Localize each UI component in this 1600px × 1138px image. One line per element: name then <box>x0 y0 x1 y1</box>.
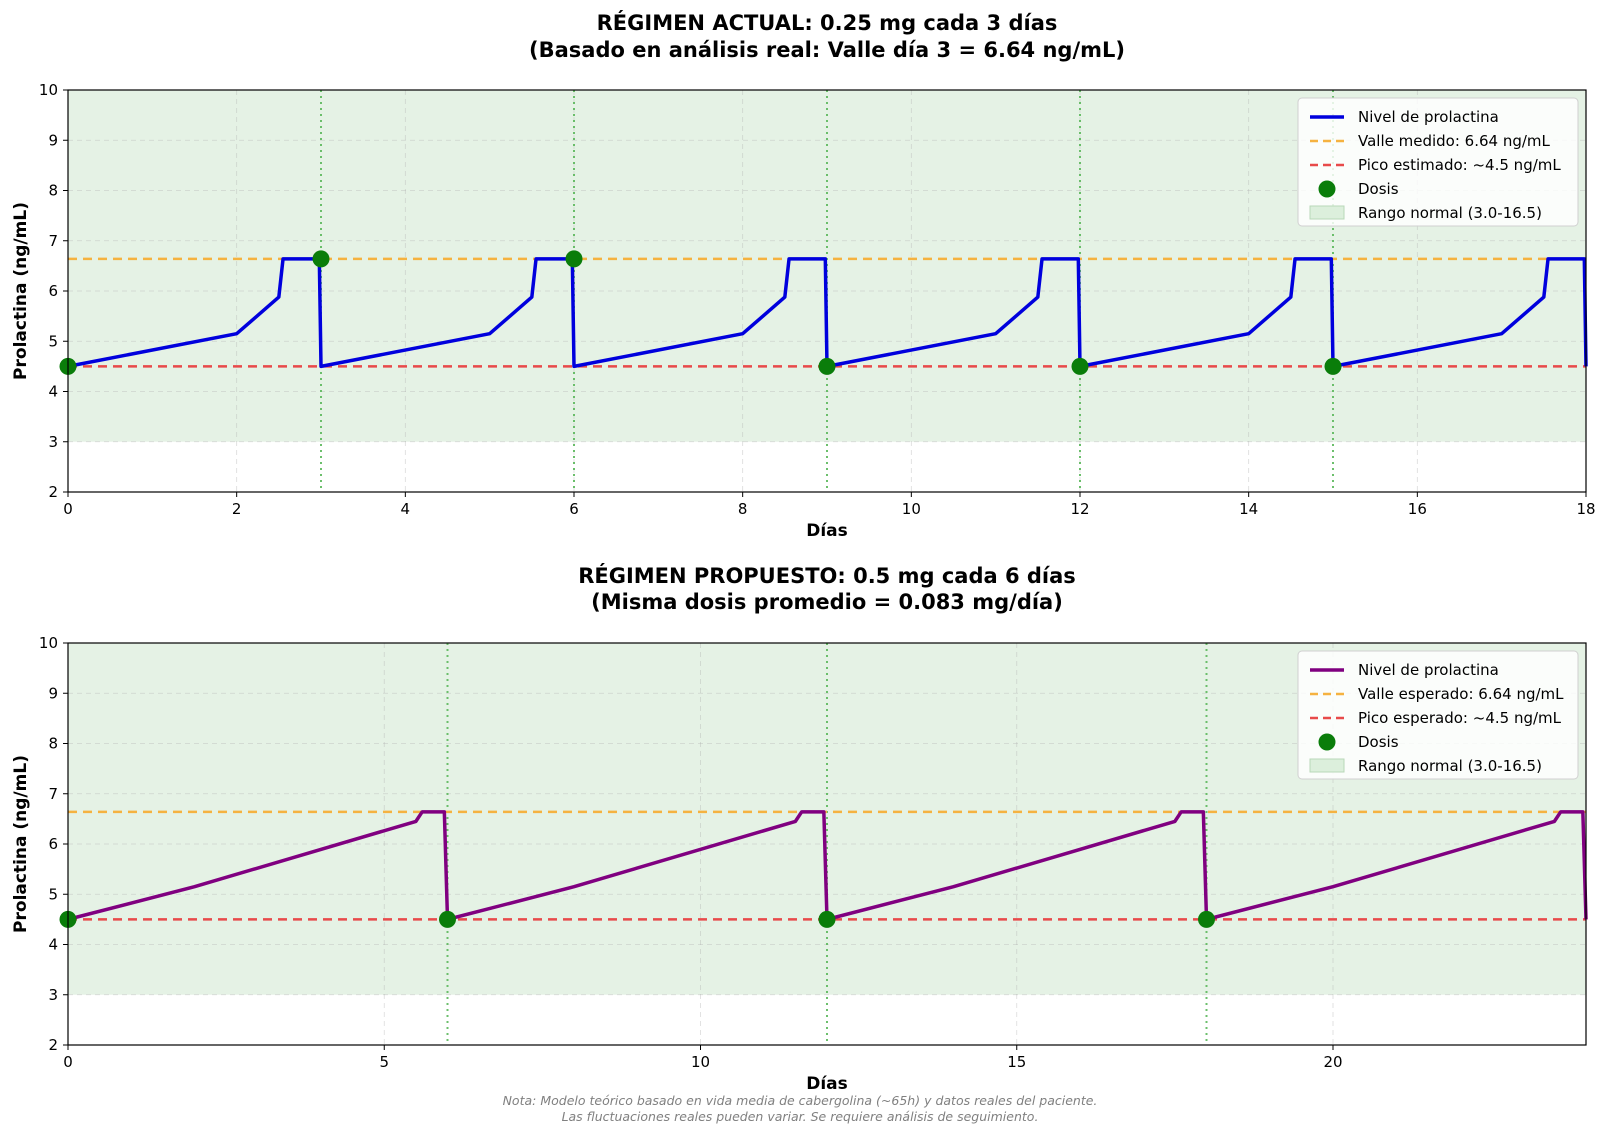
y-tick-label: 8 <box>48 182 58 200</box>
chart-title-line-1: RÉGIMEN PROPUESTO: 0.5 mg cada 6 días <box>578 563 1076 588</box>
y-tick-label: 8 <box>48 735 58 753</box>
legend-label: Nivel de prolactina <box>1358 661 1499 679</box>
dose-point <box>1071 357 1089 375</box>
y-tick-label: 9 <box>48 131 58 149</box>
legend-swatch-patch <box>1309 205 1345 220</box>
dose-point <box>818 357 836 375</box>
legend-label: Pico esperado: ~4.5 ng/mL <box>1358 709 1562 727</box>
y-tick-label: 7 <box>48 785 58 803</box>
x-tick-label: 5 <box>379 1053 389 1071</box>
y-axis-label: Prolactina (ng/mL) <box>11 755 31 933</box>
x-tick-label: 12 <box>1070 500 1089 518</box>
x-tick-label: 18 <box>1576 500 1595 518</box>
legend-swatch-dot <box>1318 180 1336 198</box>
legend-label: Nivel de prolactina <box>1358 108 1499 126</box>
legend: Nivel de prolactina Valle medido: 6.64 ng… <box>1297 97 1579 227</box>
chart-regimen-propuesto: RÉGIMEN PROPUESTO: 0.5 mg cada 6 días(Mi… <box>11 563 1588 1094</box>
x-tick-label: 4 <box>401 500 411 518</box>
x-tick-label: 16 <box>1408 500 1427 518</box>
dose-point <box>439 910 456 928</box>
y-tick-label: 3 <box>48 433 58 451</box>
y-tick-label: 6 <box>48 282 58 300</box>
legend-box <box>1297 97 1579 227</box>
chart-regimen-actual: RÉGIMEN ACTUAL: 0.25 mg cada 3 días (Basa… <box>11 10 1596 541</box>
legend-swatch-dot <box>1318 733 1336 751</box>
y-tick-label: 10 <box>39 634 58 652</box>
legend-swatch-patch <box>1309 758 1345 773</box>
dose-point <box>565 250 583 268</box>
y-tick-label: 4 <box>48 383 58 401</box>
dose-point <box>1198 910 1215 928</box>
y-tick-label: 2 <box>48 483 58 501</box>
x-tick-label: 6 <box>569 500 579 518</box>
legend-label: Valle medido: 6.64 ng/mL <box>1358 132 1551 150</box>
y-tick-label: 6 <box>48 835 58 853</box>
legend-label: Rango normal (3.0-16.5) <box>1358 757 1542 775</box>
y-tick-label: 2 <box>48 1036 58 1054</box>
y-tick-label: 9 <box>48 684 58 702</box>
dose-point <box>1324 357 1342 375</box>
chart-title-line-1: RÉGIMEN ACTUAL: 0.25 mg cada 3 días <box>597 10 1058 35</box>
y-tick-label: 7 <box>48 232 58 250</box>
x-tick-label: 2 <box>232 500 242 518</box>
x-axis-label: Días <box>806 521 848 541</box>
legend-label: Valle esperado: 6.64 ng/mL <box>1358 685 1564 703</box>
x-tick-label: 0 <box>63 1053 73 1071</box>
x-tick-label: 8 <box>738 500 748 518</box>
legend-label: Dosis <box>1358 180 1399 198</box>
y-tick-label: 5 <box>48 332 58 350</box>
x-tick-label: 15 <box>1007 1053 1026 1071</box>
y-tick-label: 10 <box>39 81 58 99</box>
y-axis-label: Prolactina (ng/mL) <box>11 202 31 380</box>
x-tick-label: 10 <box>691 1053 710 1071</box>
y-tick-label: 5 <box>48 885 58 903</box>
x-tick-label: 20 <box>1323 1053 1342 1071</box>
y-tick-label: 4 <box>48 936 58 954</box>
chart-title-line-2: (Misma dosis promedio = 0.083 mg/día) <box>591 590 1063 614</box>
footnote-line-1: Nota: Modelo teórico basado en vida medi… <box>503 1093 1098 1108</box>
dose-point <box>312 250 330 268</box>
footnote-line-2: Las fluctuaciones reales pueden variar. … <box>562 1109 1039 1124</box>
legend: Nivel de prolactina Valle esperado: 6.64 … <box>1297 650 1579 780</box>
legend-box <box>1297 650 1579 780</box>
legend-label: Pico estimado: ~4.5 ng/mL <box>1358 156 1561 174</box>
y-tick-label: 3 <box>48 986 58 1004</box>
legend-label: Dosis <box>1358 733 1399 751</box>
dose-point <box>818 910 836 928</box>
x-tick-label: 10 <box>902 500 921 518</box>
x-axis-label: Días <box>806 1074 848 1094</box>
chart-title-line-2: (Basado en análisis real: Valle día 3 = … <box>529 38 1125 62</box>
legend-label: Rango normal (3.0-16.5) <box>1358 204 1542 222</box>
x-tick-label: 14 <box>1239 500 1258 518</box>
x-tick-label: 0 <box>63 500 73 518</box>
